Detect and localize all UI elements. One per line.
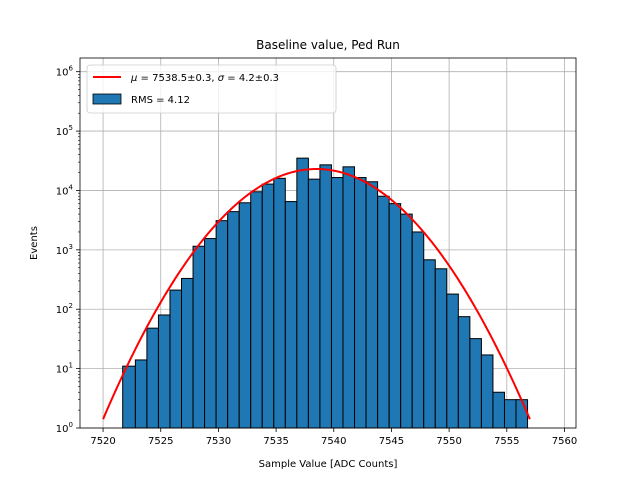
legend-fit-mu-value: = 7538.5±0.3, bbox=[137, 73, 217, 84]
histogram-bar bbox=[284, 201, 298, 429]
y-tick-label: 103 bbox=[56, 243, 73, 257]
histogram-bar bbox=[307, 178, 321, 429]
fit-curve-group bbox=[102, 167, 531, 420]
y-tick-label: 106 bbox=[56, 65, 74, 79]
x-tick-label: 7525 bbox=[148, 436, 173, 447]
legend-fit-label: μ = 7538.5±0.3, σ = 4.2±0.3 bbox=[130, 73, 279, 84]
histogram-bar bbox=[492, 391, 505, 429]
histogram-bar bbox=[446, 293, 459, 429]
histogram-bar bbox=[250, 191, 263, 429]
fit-curve bbox=[102, 167, 531, 420]
x-axis-label: Sample Value [ADC Counts] bbox=[259, 459, 398, 470]
histogram-bar bbox=[457, 316, 471, 429]
histogram-bar bbox=[215, 220, 229, 429]
histogram-bar bbox=[319, 164, 332, 429]
x-tick-label: 7545 bbox=[379, 436, 404, 447]
x-tick-label: 7540 bbox=[321, 436, 346, 447]
plot-frame bbox=[79, 57, 577, 429]
histogram-bar bbox=[122, 365, 136, 429]
legend-histogram-label: RMS = 4.12 bbox=[131, 95, 190, 106]
legend-fit-sigma-value: = 4.2±0.3 bbox=[224, 73, 279, 84]
histogram-bar bbox=[388, 203, 402, 429]
histogram-bar bbox=[503, 399, 517, 429]
x-tick-label: 7560 bbox=[552, 436, 577, 447]
histogram-bar bbox=[434, 268, 448, 429]
histogram-bar bbox=[423, 259, 436, 429]
x-tick-label: 7530 bbox=[206, 436, 231, 447]
histogram-bar bbox=[192, 245, 206, 429]
legend: μ = 7538.5±0.3, σ = 4.2±0.3 RMS = 4.12 bbox=[86, 64, 337, 114]
histogram-bar bbox=[273, 177, 286, 429]
histogram-bar bbox=[157, 314, 171, 429]
histogram-bar bbox=[330, 177, 344, 429]
histogram-bar bbox=[134, 359, 148, 429]
y-axis: 100 101 102 103 104 105 106 bbox=[56, 65, 80, 435]
y-tick-label: 102 bbox=[56, 302, 73, 316]
y-tick-label: 100 bbox=[56, 421, 73, 435]
legend-histogram-swatch bbox=[92, 93, 122, 105]
y-tick-label: 105 bbox=[56, 124, 73, 138]
histogram-bar bbox=[227, 211, 240, 429]
histogram-bar bbox=[411, 231, 425, 429]
histogram-bars bbox=[122, 157, 529, 429]
histogram-bar bbox=[480, 354, 494, 429]
histogram-bar bbox=[354, 177, 367, 429]
legend-fit-mu: μ bbox=[130, 73, 137, 84]
histogram-bar bbox=[377, 195, 390, 429]
histogram-bar bbox=[238, 202, 252, 429]
x-tick-label: 7535 bbox=[263, 436, 288, 447]
y-axis-label: Events bbox=[29, 226, 40, 260]
legend-box bbox=[86, 64, 337, 114]
histogram-bar bbox=[365, 181, 379, 429]
histogram-bar bbox=[169, 289, 183, 429]
histogram-bar bbox=[261, 183, 275, 429]
histogram-bar bbox=[204, 238, 217, 429]
x-tick-label: 7550 bbox=[436, 436, 461, 447]
legend-fit-sigma: σ bbox=[218, 73, 225, 84]
y-tick-label: 104 bbox=[56, 183, 74, 197]
histogram-bar bbox=[400, 213, 413, 429]
histogram-bar bbox=[296, 157, 309, 429]
histogram-bar bbox=[342, 166, 356, 429]
x-tick-label: 7520 bbox=[90, 436, 115, 447]
histogram-bar bbox=[146, 327, 159, 429]
y-tick-label: 101 bbox=[56, 362, 73, 376]
histogram-bar bbox=[469, 338, 482, 429]
x-axis: 7520 7525 7530 7535 7540 7545 7550 7555 7560 bbox=[90, 428, 577, 447]
histogram-bar bbox=[181, 277, 194, 429]
histogram-bar bbox=[515, 399, 529, 429]
x-tick-label: 7555 bbox=[494, 436, 519, 447]
chart-title: Baseline value, Ped Run bbox=[256, 38, 400, 52]
